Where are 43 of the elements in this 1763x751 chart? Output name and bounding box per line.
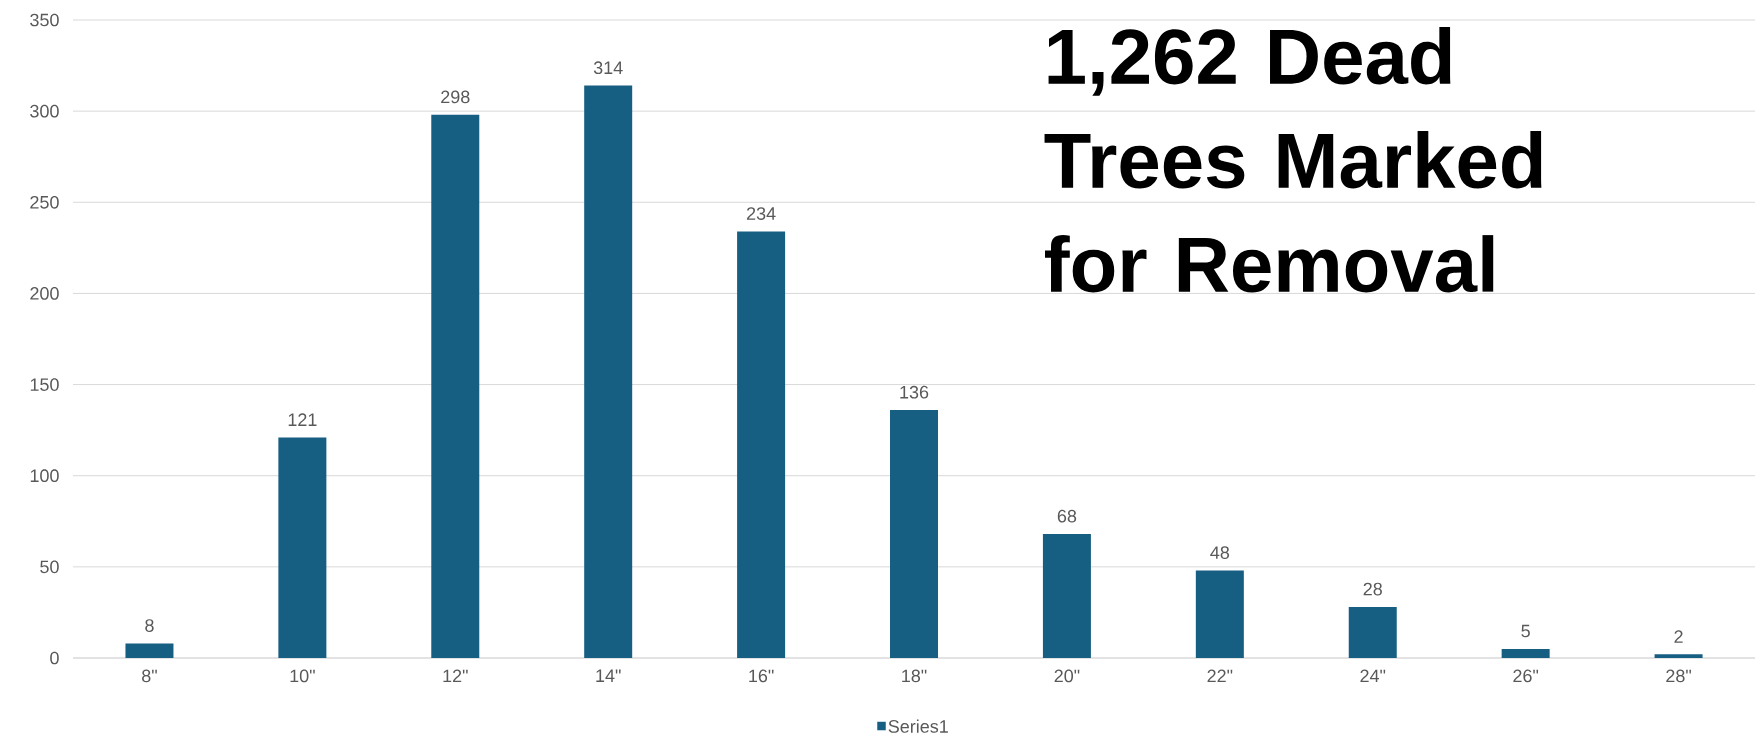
x-tick-label: 22" xyxy=(1207,669,1233,683)
text: 1,262 Dead Trees Marked for Removal xyxy=(1044,27,1542,293)
x-tick-label: 12" xyxy=(443,669,468,683)
data-label: 121 xyxy=(288,413,317,426)
y-tick-label: 0 xyxy=(50,651,59,665)
bar xyxy=(1195,570,1244,658)
x-tick-label: 24" xyxy=(1360,669,1386,683)
bar xyxy=(890,410,939,658)
data-label: 314 xyxy=(593,61,623,75)
bar xyxy=(431,114,480,658)
y-tick-label: 300 xyxy=(30,104,59,118)
y-tick-label: 100 xyxy=(30,469,59,483)
data-label: 2 xyxy=(1674,630,1683,643)
data-label: 68 xyxy=(1057,509,1077,523)
x-tick-label: 14" xyxy=(596,669,621,682)
x-tick-label: 18" xyxy=(902,669,927,683)
y-tick-label: 150 xyxy=(30,378,59,391)
legend-label: Series1 xyxy=(888,719,948,733)
bar xyxy=(278,437,327,658)
data-label: 234 xyxy=(746,207,776,220)
data-label: 5 xyxy=(1521,624,1530,638)
x-tick-label: 8" xyxy=(142,669,157,683)
bar xyxy=(1501,648,1550,658)
bar xyxy=(737,231,786,658)
data-label: 136 xyxy=(900,385,929,399)
bar xyxy=(1042,534,1091,658)
bar xyxy=(1654,654,1703,658)
data-label: 298 xyxy=(441,90,470,104)
data-label: 28 xyxy=(1363,582,1382,596)
y-tick-label: 250 xyxy=(30,195,59,209)
data-label: 48 xyxy=(1210,546,1230,559)
x-tick-label: 10" xyxy=(290,669,315,683)
bar xyxy=(125,643,174,658)
x-tick-label: 26" xyxy=(1513,669,1539,683)
bar xyxy=(584,85,633,658)
bar xyxy=(1348,606,1397,658)
x-tick-label: 28" xyxy=(1666,669,1691,683)
x-tick-label: 20" xyxy=(1054,669,1080,683)
data-label: 8 xyxy=(145,619,154,632)
y-tick-label: 50 xyxy=(40,560,59,574)
y-tick-label: 200 xyxy=(30,287,59,300)
x-tick-label: 16" xyxy=(749,669,774,683)
y-tick-label: 350 xyxy=(30,13,59,27)
